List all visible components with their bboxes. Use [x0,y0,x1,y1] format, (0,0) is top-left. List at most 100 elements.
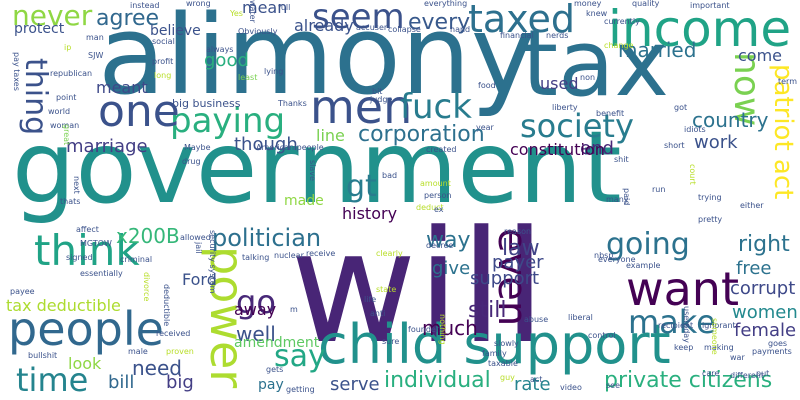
word: one [98,86,180,137]
word: private citizens [604,368,773,393]
word: much [422,316,478,340]
word: water [248,0,257,23]
word: clearly [376,249,403,258]
word: make [628,303,716,341]
word: keep [674,343,694,352]
word: sure [382,337,400,346]
word: gt [346,169,377,204]
word: payee [10,287,35,296]
word: go [236,283,276,321]
word: woman [50,121,80,130]
word: short [664,141,685,150]
word: rate [514,374,551,395]
word: jail [194,242,203,254]
word: law [502,236,540,261]
word: instead [130,1,160,10]
word: family [482,349,507,358]
word: agree [96,6,160,31]
word: care [702,369,720,378]
word: believe [150,23,201,39]
word: world [48,107,71,116]
word: nuclear [274,251,304,260]
word: government [12,109,622,226]
word: right [738,232,790,257]
word: Maybe [184,143,211,152]
word: bit [372,87,383,96]
word: alimony [98,0,536,119]
word: act [530,375,543,384]
word: term [778,77,797,86]
word: gets [266,365,284,374]
word: always [206,45,234,54]
word: receive [306,249,336,258]
word: nerds [546,31,569,40]
word: deductible [162,284,171,327]
word: free [736,258,772,279]
word: slowly [494,339,519,348]
word: hand [450,25,471,34]
word: way [426,228,471,253]
word: big [166,372,194,393]
word: going [606,227,690,262]
word: anti [370,309,386,318]
word: Yes [230,9,243,18]
word: allowed [180,233,211,242]
word: year [476,123,494,132]
word: politician [212,224,322,252]
word: quality [632,0,660,8]
word: end [580,138,614,159]
word: women [732,302,798,323]
word: good [204,50,249,71]
word: already [294,16,354,35]
word: person [424,191,452,200]
word: recipient [658,321,694,330]
word: child support [318,313,671,376]
word: important [690,1,730,10]
word: accuser [356,23,388,32]
word: change [604,41,634,50]
word: ip [64,43,72,52]
word: deduct [416,203,444,212]
word: food [478,81,496,90]
word: MGTOW [80,239,112,248]
word: life [364,295,377,304]
word: non [580,73,596,82]
word: used [540,74,579,93]
word: pay taxes [12,52,21,91]
word: every [408,10,471,35]
word: work [694,132,738,153]
word: put [756,369,770,378]
word: knew [586,9,608,18]
word: pretty [698,215,723,224]
word: lying [264,67,284,76]
word: bullshit [28,351,58,360]
word: nbsp [594,251,614,260]
word: payer [492,252,544,273]
word: line [316,126,345,145]
word: away [234,300,277,319]
word: society [520,107,634,145]
word: income [608,0,792,58]
word: tax deductible [6,296,121,315]
word: think [34,226,140,275]
word: war [730,353,745,362]
word: taxed [468,0,576,41]
word: amount [420,179,451,188]
word: example [626,261,661,270]
word: ignorant [702,321,736,330]
word: men [310,80,413,134]
word: criminal [120,255,153,264]
word: never [12,0,93,32]
word: profit [152,57,174,66]
word: American people [256,143,324,152]
word: divorce [142,272,151,302]
word: court [688,164,697,185]
word: reason [504,227,532,236]
word: usetoday [682,306,691,343]
word: run [652,185,666,194]
word: say [274,339,326,374]
word: control [588,331,616,340]
word: next [72,176,81,194]
word: people [8,302,164,356]
word: corporation [358,122,485,147]
